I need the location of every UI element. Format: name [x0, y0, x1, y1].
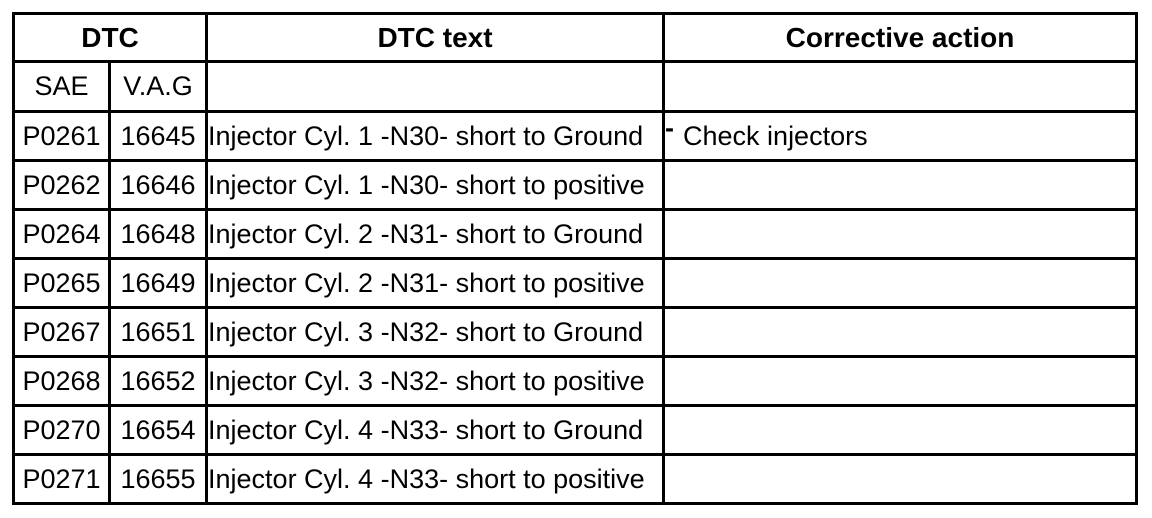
vag-subheader: V.A.G [107, 60, 209, 113]
corrective-action-cell [662, 257, 1139, 309]
corrective-action-cell [662, 159, 1139, 211]
vag-code: 16649 [107, 257, 209, 309]
vag-code: 16646 [107, 159, 209, 211]
dtc-description: Injector Cyl. 3 -N32- short to positive [205, 355, 666, 407]
table-row: P0262 16646 Injector Cyl. 1 -N30- short … [12, 159, 1139, 211]
sae-code: P0265 [12, 257, 111, 309]
dash-bullet: - [665, 112, 675, 143]
sae-code: P0264 [12, 208, 111, 260]
table-row: P0268 16652 Injector Cyl. 3 -N32- short … [12, 355, 1139, 407]
corrective-action-cell [662, 404, 1139, 456]
dtc-description: Injector Cyl. 2 -N31- short to Ground [205, 208, 666, 260]
sae-code: P0267 [12, 306, 111, 358]
sae-subheader: SAE [12, 60, 111, 113]
empty-cell [205, 60, 666, 113]
vag-code: 16654 [107, 404, 209, 456]
vag-code: 16651 [107, 306, 209, 358]
sae-code: P0271 [12, 453, 111, 505]
corrective-action-text: Check injectors [683, 120, 868, 151]
table-header-row: DTC DTC text Corrective action [11, 12, 1139, 63]
dtc-description: Injector Cyl. 1 -N30- short to positive [205, 159, 666, 211]
dtc-description: Injector Cyl. 3 -N32- short to Ground [205, 306, 666, 358]
table-row: P0267 16651 Injector Cyl. 3 -N32- short … [12, 306, 1139, 358]
table-row: P0265 16649 Injector Cyl. 2 -N31- short … [12, 257, 1139, 309]
dtc-text-header: DTC text [205, 12, 666, 63]
dtc-description: Injector Cyl. 4 -N33- short to Ground [205, 404, 666, 456]
sae-code: P0268 [12, 355, 111, 407]
dtc-table: DTC DTC text Corrective action SAE V.A.G… [11, 12, 1139, 505]
table-row: P0270 16654 Injector Cyl. 4 -N33- short … [12, 404, 1139, 456]
corrective-action-cell [662, 208, 1139, 260]
dtc-description: Injector Cyl. 1 -N30- short to Ground [205, 110, 666, 162]
corrective-action-cell: - Check injectors [662, 110, 1139, 162]
dtc-header: DTC [11, 12, 209, 63]
vag-code: 16655 [107, 453, 209, 505]
dtc-description: Injector Cyl. 4 -N33- short to positive [205, 453, 666, 505]
dtc-description: Injector Cyl. 2 -N31- short to positive [205, 257, 666, 309]
sae-code: P0262 [12, 159, 111, 211]
corrective-action-header: Corrective action [662, 12, 1139, 63]
sae-code: P0270 [12, 404, 111, 456]
corrective-action-cell [662, 453, 1139, 505]
table-row: P0271 16655 Injector Cyl. 4 -N33- short … [12, 453, 1139, 505]
corrective-action-cell [662, 306, 1139, 358]
table-row: P0264 16648 Injector Cyl. 2 -N31- short … [12, 208, 1139, 260]
corrective-action-cell [662, 355, 1139, 407]
vag-code: 16652 [107, 355, 209, 407]
vag-code: 16648 [107, 208, 209, 260]
vag-code: 16645 [107, 110, 209, 162]
empty-cell [662, 60, 1139, 113]
sae-code: P0261 [12, 110, 111, 162]
table-row: P0261 16645 Injector Cyl. 1 -N30- short … [12, 110, 1139, 162]
table-subheader-row: SAE V.A.G [12, 60, 1139, 113]
